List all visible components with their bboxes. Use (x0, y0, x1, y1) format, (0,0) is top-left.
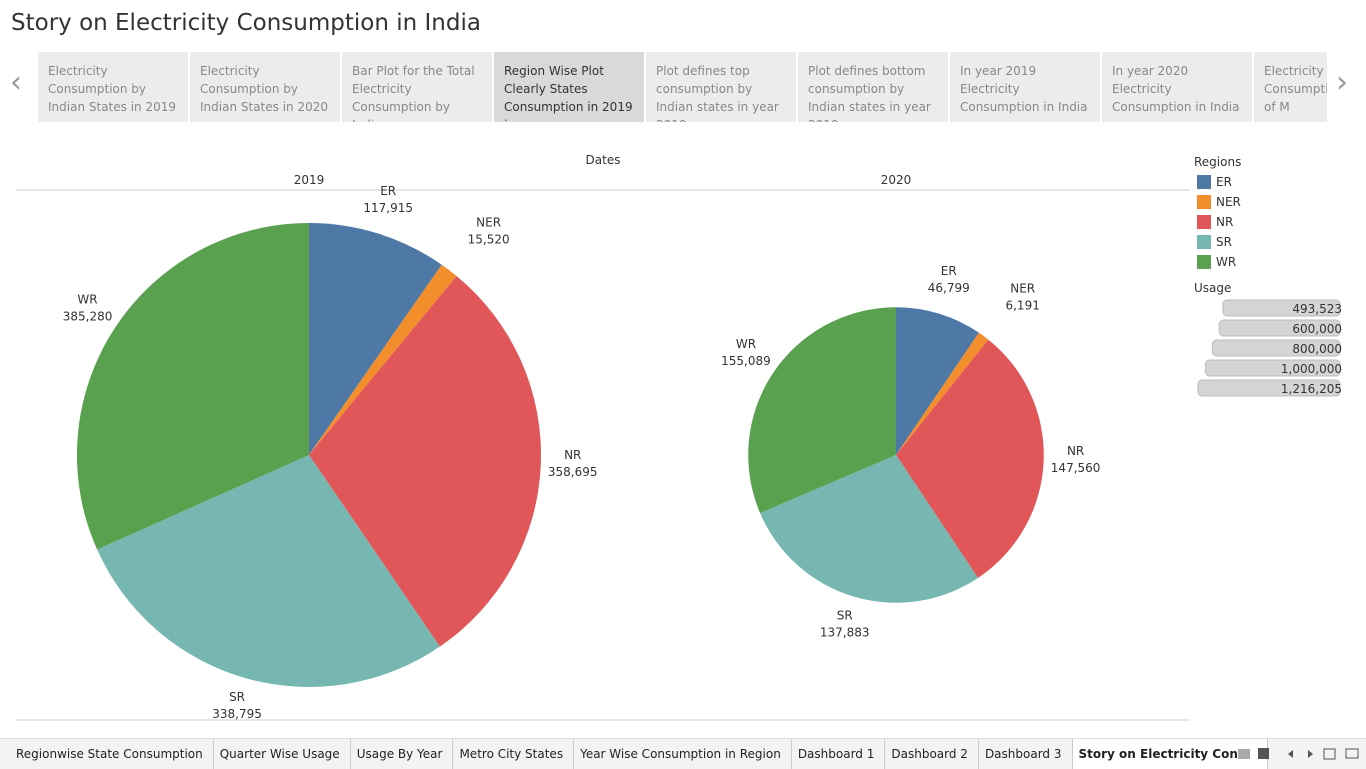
toolbar (1238, 748, 1359, 760)
story-point[interactable]: Plot defines bottom consumption by India… (798, 52, 948, 122)
legend-label: ER (1216, 175, 1232, 189)
sheet-tab[interactable]: Regionwise State Consumption (10, 739, 214, 769)
sheet-tab[interactable]: Dashboard 3 (978, 739, 1073, 769)
slice-category: ER (941, 264, 957, 278)
legend-swatch (1197, 235, 1211, 249)
story-point[interactable]: Region Wise Plot Clearly States Consumpt… (494, 52, 644, 122)
size-legend-label: 600,000 (1292, 322, 1342, 336)
legend-label: NER (1216, 195, 1241, 209)
legend-swatch (1197, 175, 1211, 189)
sheet-tab[interactable]: Usage By Year (350, 739, 454, 769)
sheet-tab[interactable]: Quarter Wise Usage (213, 739, 351, 769)
story-title: Story on Electricity Consumption in Indi… (11, 10, 481, 36)
sheet-tab[interactable]: Year Wise Consumption in Region (574, 739, 792, 769)
slice-category: NR (1067, 444, 1084, 458)
pie-slice (896, 339, 1044, 578)
slice-value-label: 338,795 (212, 707, 262, 721)
slice-value-label: 358,695 (548, 465, 598, 479)
sheet-tabs: Regionwise State Consumption Quarter Wise… (0, 738, 1366, 769)
pie-slice (748, 307, 896, 514)
legend-title: Regions (1194, 155, 1241, 169)
story-point[interactable]: In year 2019 Electricity Consumption in … (950, 52, 1100, 122)
slice-value-label: 117,915 (363, 201, 413, 215)
pie-title: 2019 (294, 173, 325, 187)
back-icon[interactable] (1288, 750, 1293, 758)
slice-value-label: 385,280 (63, 309, 113, 323)
legend-label: NR (1216, 215, 1233, 229)
legend-label: WR (1216, 255, 1236, 269)
legend-label: SR (1216, 235, 1232, 249)
legend-swatch (1197, 195, 1211, 209)
pie-slice (309, 223, 442, 455)
sheet-tab[interactable]: Metro City States (453, 739, 575, 769)
pie-title: 2020 (881, 173, 912, 187)
size-legend-bar (1218, 319, 1341, 337)
size-legend-label: 800,000 (1292, 342, 1342, 356)
sheet-tab[interactable]: Dashboard 2 (885, 739, 979, 769)
size-legend-label: 1,000,000 (1281, 362, 1342, 376)
legend-swatch (1197, 255, 1211, 269)
slice-value-label: 155,089 (721, 354, 771, 368)
pie-slice (309, 264, 457, 455)
slice-category: NER (476, 216, 501, 230)
size-legend-title: Usage (1194, 281, 1231, 295)
prev-arrow[interactable]: ‹ (10, 65, 22, 100)
size-legend-label: 493,523 (1292, 302, 1342, 316)
pie-slice (760, 455, 979, 603)
story-point[interactable]: Bar Plot for the Total Electricity Consu… (342, 52, 492, 122)
story-point[interactable]: Electricity Consumption Period of M (1254, 52, 1327, 122)
slice-value-label: 147,560 (1051, 461, 1101, 475)
slice-value-label: 6,191 (1005, 298, 1039, 312)
size-legend-bar (1222, 299, 1341, 317)
slice-category: SR (229, 690, 245, 704)
slice-category: NR (564, 448, 581, 462)
chart-area: Dates Regions Usage 2019 ER 117,915 NER 15,5… (16, 153, 1342, 721)
slice-value-label: 46,799 (928, 281, 970, 295)
story-point[interactable]: Electricity Consumption by Indian States… (38, 52, 188, 122)
story-nav: Electricity Consumption by Indian States… (38, 52, 1327, 122)
slice-category: SR (837, 608, 853, 622)
slice-category: WR (77, 292, 97, 306)
legend-swatch (1197, 215, 1211, 229)
pie-slice (97, 455, 440, 687)
size-legend-bar (1211, 339, 1341, 357)
slice-value-label: 137,883 (820, 625, 870, 639)
grid-icon[interactable] (1238, 749, 1250, 759)
size-legend-bar (1197, 379, 1341, 397)
stop-icon[interactable] (1258, 748, 1269, 759)
pie-slice (896, 307, 979, 455)
fullscreen-icon[interactable] (1323, 748, 1336, 760)
pie-slice (896, 332, 989, 455)
story-point[interactable]: Plot defines top consumption by Indian s… (646, 52, 796, 122)
slice-category: NER (1010, 281, 1035, 295)
slice-category: WR (736, 337, 756, 351)
column-header: Dates (586, 153, 621, 167)
story-point[interactable]: Electricity Consumption by Indian States… (190, 52, 340, 122)
slice-value-label: 15,520 (468, 233, 510, 247)
sheet-tab[interactable]: Dashboard 1 (791, 739, 886, 769)
story-point[interactable]: In year 2020 Electricity Consumption in … (1102, 52, 1252, 122)
next-arrow[interactable]: › (1336, 65, 1348, 100)
slice-category: ER (380, 184, 396, 198)
size-legend-label: 1,216,205 (1281, 382, 1342, 396)
present-icon[interactable] (1345, 748, 1359, 759)
forward-icon[interactable] (1308, 750, 1313, 758)
sheet-tab[interactable]: Story on Electricity Consumption in Indi… (1072, 739, 1268, 769)
pie-slice (76, 223, 309, 550)
size-legend-bar (1204, 359, 1341, 377)
pie-slice (309, 275, 542, 647)
